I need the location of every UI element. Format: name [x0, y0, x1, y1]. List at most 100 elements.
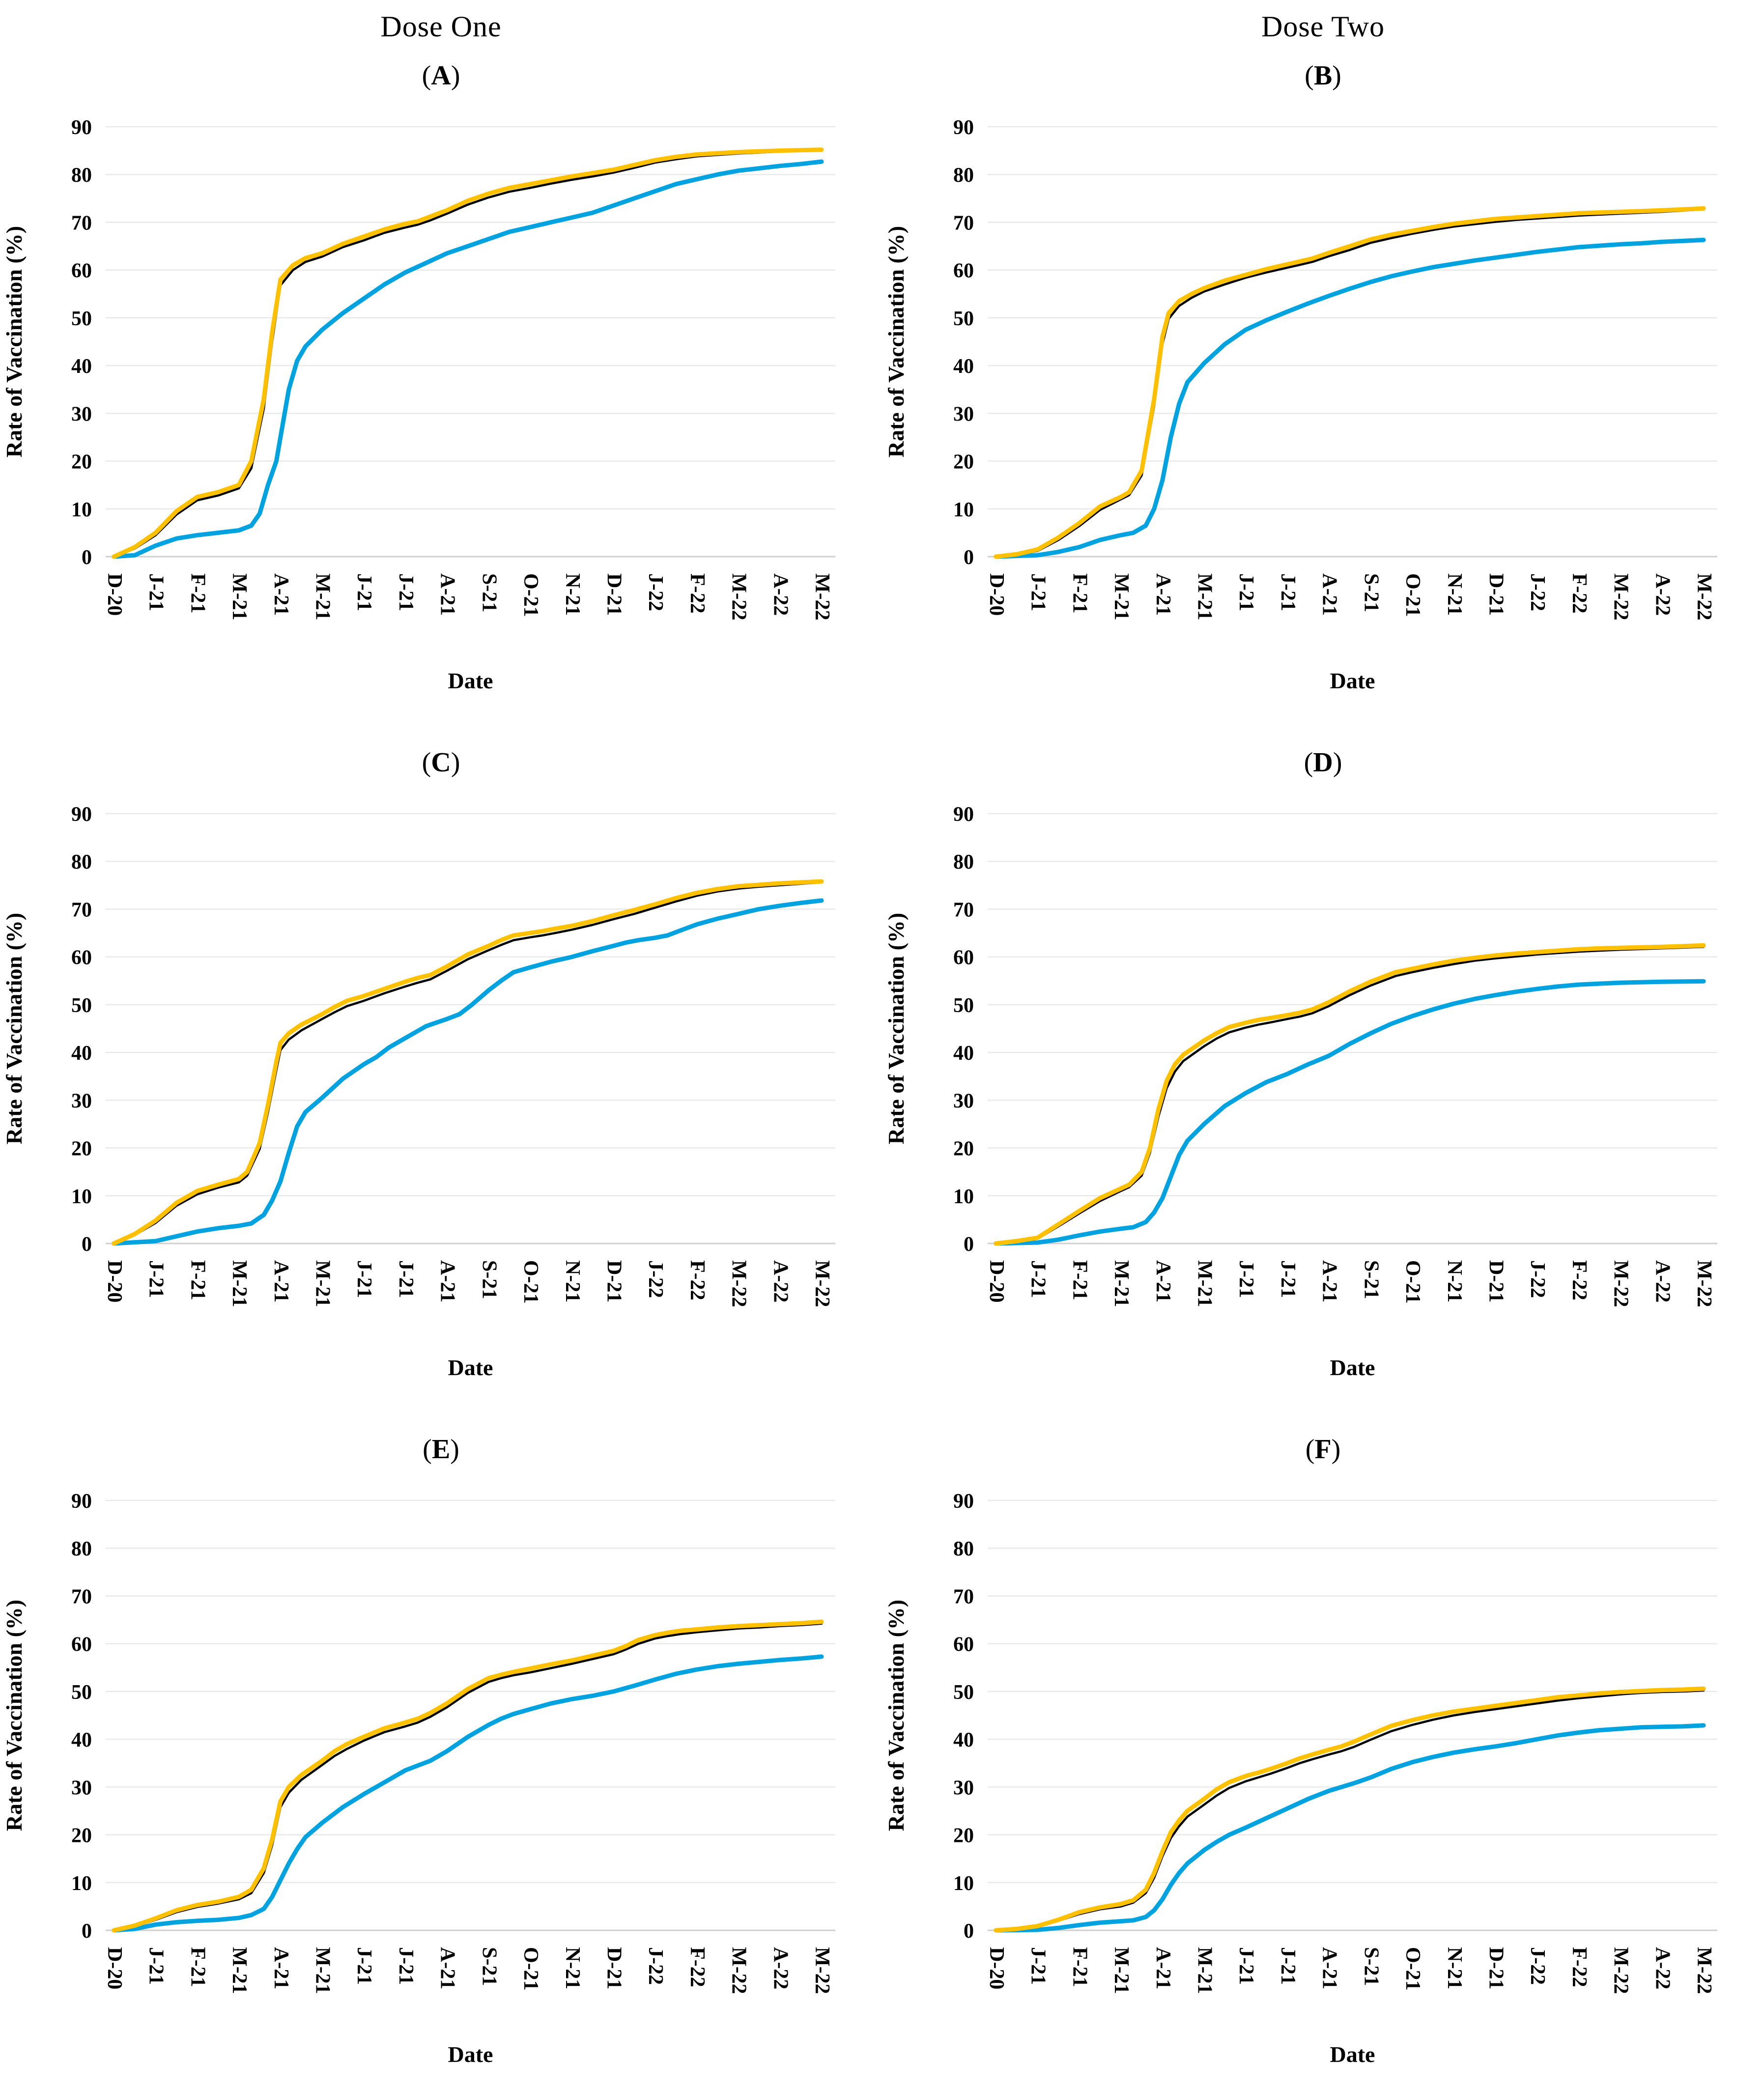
y-tick-label: 0 [964, 1233, 974, 1256]
x-axis-title: Date [448, 668, 493, 693]
panel-letter-f: (F) [1306, 1436, 1341, 1463]
x-tick-label: M-22 [728, 1947, 750, 1994]
x-tick-label: J-21 [395, 1947, 417, 1985]
x-tick-label: D-20 [103, 1947, 126, 1989]
x-tick-label: O-21 [519, 1260, 542, 1304]
x-tick-label: O-21 [519, 573, 542, 617]
y-tick-label: 80 [953, 1538, 974, 1560]
panel-letter-text: D [1313, 747, 1333, 778]
x-tick-label: D-20 [103, 573, 126, 616]
x-tick-label: A-22 [1651, 1947, 1674, 1989]
x-tick-label: F-21 [1068, 1947, 1091, 1987]
x-tick-label: J-21 [1027, 1260, 1050, 1298]
paren-open: ( [423, 1434, 432, 1465]
x-tick-label: F-22 [686, 1947, 709, 1987]
x-tick-label: N-21 [561, 573, 584, 616]
x-tick-label: M-21 [1194, 573, 1216, 621]
x-tick-label: A-21 [1318, 573, 1341, 616]
y-tick-label: 70 [953, 899, 974, 921]
x-tick-label: J-21 [395, 1260, 417, 1298]
y-tick-label: 50 [953, 994, 974, 1017]
x-tick-label: S-21 [1360, 1260, 1382, 1299]
x-tick-label: F-22 [686, 573, 709, 614]
y-tick-label: 90 [71, 803, 92, 826]
y-tick-label: 20 [953, 451, 974, 474]
y-tick-label: 0 [82, 546, 92, 569]
y-tick-label: 20 [71, 1825, 92, 1847]
series-gold-c [112, 879, 824, 1246]
x-tick-label: M-21 [312, 1260, 334, 1307]
x-tick-label: D-21 [602, 573, 625, 616]
panel-letter-text: C [431, 747, 451, 778]
x-tick-label: A-21 [436, 1947, 459, 1989]
x-tick-label: O-21 [1401, 573, 1424, 617]
series-black-a [113, 149, 823, 558]
panel-a: Dose One (A) 0 10 20 30 40 50 60 70 80 90 D-20 J-21… [0, 0, 882, 716]
y-tick-label: 20 [71, 451, 92, 474]
x-tick-label: M-21 [1110, 573, 1133, 621]
y-tick-label: 0 [964, 1920, 974, 1943]
column-title-dose-two: Dose Two [1261, 10, 1385, 43]
x-tick-label: O-21 [1401, 1947, 1424, 1991]
y-tick-label: 70 [71, 899, 92, 921]
x-tick-label: M-22 [811, 1947, 833, 1994]
y-tick-label: 10 [71, 499, 92, 521]
x-tick-label: F-21 [1068, 573, 1091, 614]
y-axis-title: Rate of Vaccination (%) [883, 1600, 909, 1831]
x-tick-label: J-21 [1027, 1947, 1050, 1985]
y-tick-label: 30 [71, 403, 92, 425]
panel-c: (C) 0 10 20 30 40 50 60 70 80 90 D-20 J-21 F-21 M-21 A… [0, 744, 882, 1403]
x-tick-label: N-21 [1443, 1260, 1466, 1302]
x-tick-label: J-21 [145, 573, 168, 611]
y-tick-label: 60 [71, 260, 92, 282]
x-tick-label: N-21 [561, 1260, 584, 1302]
y-tick-label: 30 [953, 1777, 974, 1799]
x-tick-label: A-21 [436, 1260, 459, 1302]
y-tick-label: 80 [953, 851, 974, 874]
panel-f: (F) 0 10 20 30 40 50 60 70 80 90 D-20 J-21 F-21 M-21 A… [882, 1431, 1764, 2090]
x-tick-label: A-21 [270, 573, 292, 616]
y-tick-label: 60 [953, 1634, 974, 1656]
y-tick-label: 40 [953, 1729, 974, 1751]
x-tick-label: M-21 [228, 1947, 251, 1994]
y-tick-label: 80 [71, 851, 92, 874]
chart-svg-d: 0 10 20 30 40 50 60 70 80 90 D-20 J-21 F-21 M-21 A-21 M… [883, 803, 1717, 1380]
x-tick-label: F-22 [1568, 573, 1591, 614]
y-tick-label: 50 [71, 994, 92, 1017]
x-tick-label: O-21 [1401, 1260, 1424, 1304]
chart-svg-c: 0 10 20 30 40 50 60 70 80 90 D-20 J-21 F-21 M-21 A-21 M… [1, 803, 835, 1380]
x-tick-label: D-20 [985, 1260, 1008, 1302]
x-tick-label: S-21 [478, 1260, 500, 1299]
x-tick-label: O-21 [519, 1947, 542, 1991]
x-tick-label: S-21 [1360, 1947, 1382, 1986]
y-tick-label: 10 [71, 1872, 92, 1895]
y-tick-label: 50 [71, 1681, 92, 1704]
x-tick-label: J-21 [353, 1947, 375, 1985]
x-tick-label: A-22 [769, 1260, 792, 1302]
x-tick-label: J-21 [145, 1947, 168, 1985]
x-axis-title: Date [1330, 2042, 1375, 2067]
series-blue-c [112, 898, 824, 1246]
y-tick-label: 10 [953, 1186, 974, 1208]
y-tick-label: 10 [953, 1872, 974, 1895]
panel-b: Dose Two (B) 0 10 20 30 40 50 60 70 80 90 D-20 J-21… [882, 0, 1764, 716]
series-blue-e [112, 1654, 824, 1933]
panel-letter-text: A [431, 60, 451, 91]
x-tick-label: M-21 [1194, 1260, 1216, 1307]
x-axis-title: Date [448, 1355, 493, 1380]
x-tick-label: M-22 [728, 1260, 750, 1307]
y-tick-label: 60 [953, 260, 974, 282]
x-tick-label: J-21 [1277, 1260, 1299, 1298]
y-tick-label: 40 [71, 1729, 92, 1751]
x-tick-label: J-22 [644, 1947, 667, 1985]
series-gold-d [994, 943, 1706, 1246]
x-tick-label: D-21 [1484, 1947, 1507, 1989]
x-tick-label: J-21 [1277, 573, 1299, 611]
y-tick-label: 30 [71, 1090, 92, 1112]
y-tick-label: 20 [953, 1825, 974, 1847]
paren-open: ( [1305, 1434, 1315, 1465]
x-tick-label: A-22 [1651, 573, 1674, 616]
x-tick-label: D-20 [985, 1947, 1008, 1989]
x-tick-label: M-22 [1693, 573, 1715, 621]
panel-d: (D) 0 10 20 30 40 50 60 70 80 90 D-20 J-21 F-21 M-21 A… [882, 744, 1764, 1403]
